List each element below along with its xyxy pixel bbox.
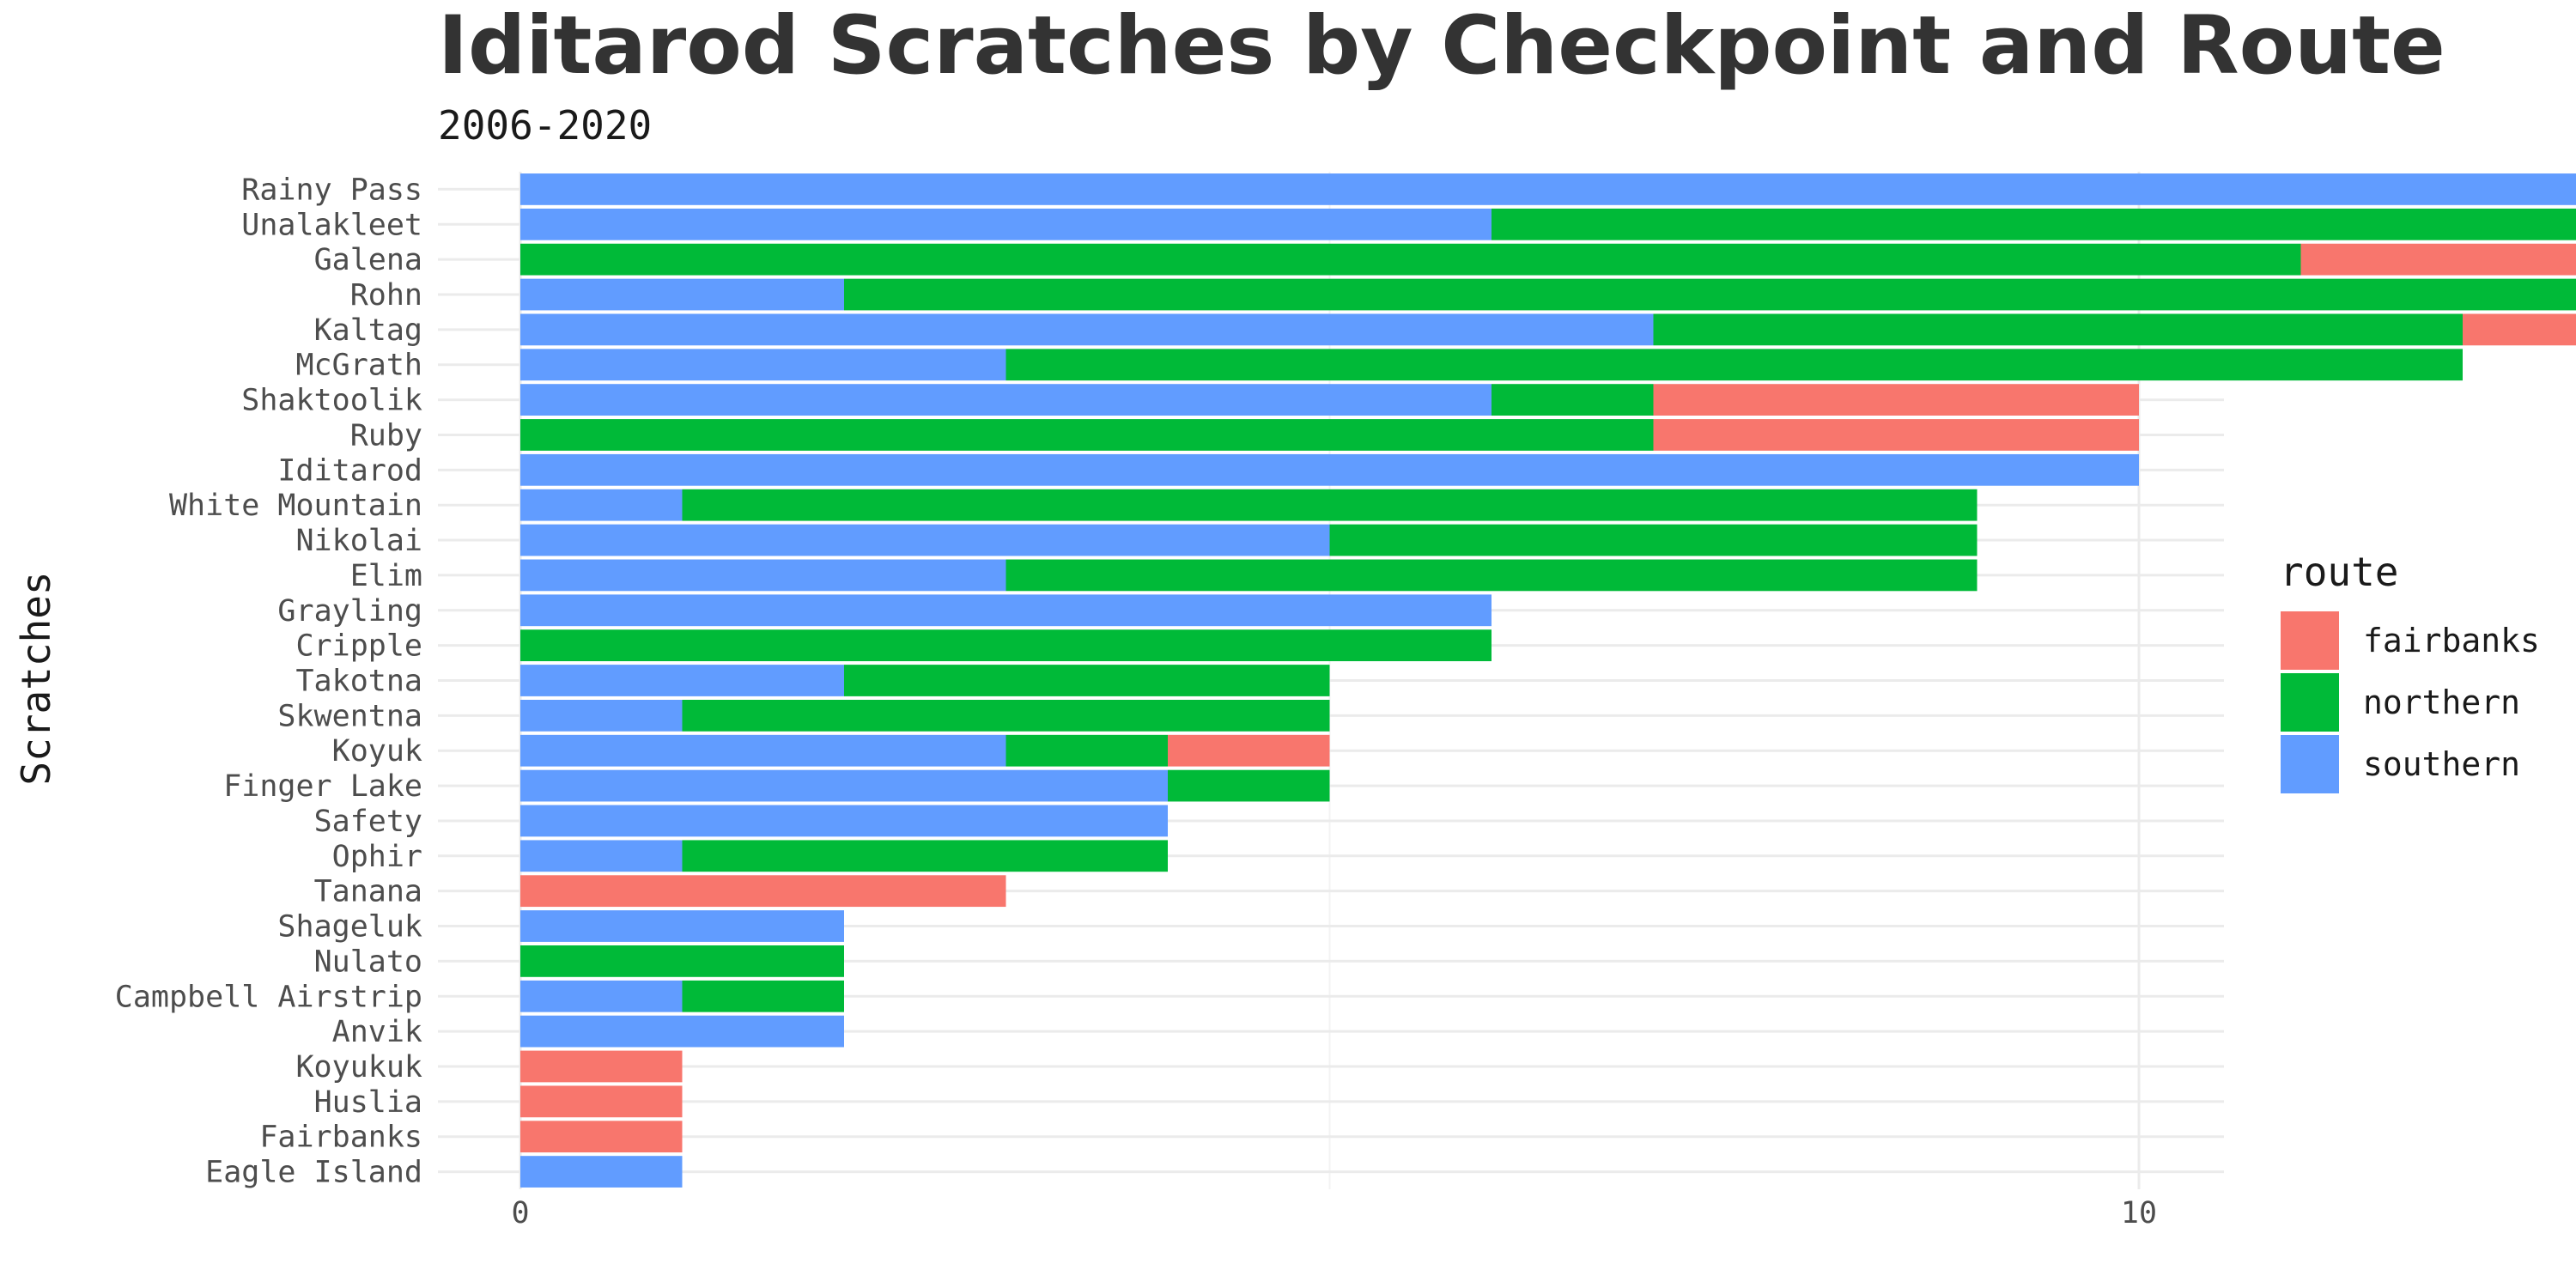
category-label: Rohn — [350, 278, 422, 313]
category-label: Takotna — [295, 665, 422, 699]
category-label: Grayling — [277, 594, 422, 629]
legend-label-fairbanks: fairbanks — [2363, 622, 2540, 659]
bar-fairbanks — [520, 1085, 683, 1118]
category-label: Rainy Pass — [241, 173, 422, 207]
y-axis-title: Scratches — [13, 571, 59, 785]
legend-key-southern — [2281, 735, 2339, 793]
category-label: Safety — [314, 805, 422, 839]
chart-subtitle: 2006-2020 — [438, 102, 652, 149]
bar-southern — [520, 699, 683, 732]
bar-southern — [520, 769, 1168, 802]
category-label: Anvik — [332, 1015, 422, 1049]
category-label: Shaktoolik — [241, 384, 422, 418]
x-tick-label: 0 — [511, 1196, 529, 1230]
category-label: Ophir — [332, 840, 422, 874]
bar-northern — [844, 278, 2576, 311]
category-label: Huslia — [314, 1085, 422, 1120]
bar-northern — [520, 945, 844, 977]
bar-southern — [520, 594, 1492, 627]
category-labels: Rainy PassUnalakleetGalenaRohnKaltagMcGr… — [115, 173, 422, 1189]
bar-fairbanks — [1168, 734, 1330, 767]
bar-southern — [520, 559, 1006, 592]
category-label: Ruby — [350, 418, 422, 453]
bar-southern — [520, 278, 844, 311]
x-tick-labels: 0102030 — [511, 1196, 2157, 1230]
legend: route fairbanks northern southern — [2280, 549, 2540, 793]
bar-northern — [682, 699, 1330, 732]
bar-fairbanks — [520, 1121, 683, 1153]
bar-fairbanks — [2463, 313, 2576, 346]
category-label: Eagle Island — [205, 1156, 422, 1190]
bars — [520, 173, 2576, 1188]
bar-southern — [520, 173, 2576, 205]
bar-northern — [1168, 769, 1330, 802]
category-label: Skwentna — [277, 699, 422, 733]
bar-northern — [1653, 313, 2463, 346]
bar-southern — [520, 524, 1330, 556]
category-label: McGrath — [295, 349, 422, 383]
bar-southern — [520, 313, 1654, 346]
bar-southern — [520, 665, 844, 696]
bar-fairbanks — [520, 875, 1006, 908]
bar-fairbanks — [1653, 419, 2139, 451]
bar-northern — [682, 489, 1978, 521]
bar-northern — [1492, 384, 1654, 416]
bar-southern — [520, 980, 683, 1012]
category-label: White Mountain — [169, 489, 422, 523]
category-label: Shageluk — [277, 910, 422, 945]
category-label: Iditarod — [277, 453, 422, 488]
category-label: Elim — [350, 559, 422, 593]
bar-southern — [520, 208, 1492, 240]
category-label: Galena — [314, 243, 422, 277]
bar-northern — [520, 419, 1654, 451]
bar-northern — [520, 243, 2301, 276]
category-label: Finger Lake — [223, 769, 422, 804]
category-label: Koyuk — [332, 734, 422, 769]
bar-southern — [520, 349, 1006, 381]
legend-key-fairbanks — [2281, 611, 2339, 670]
category-label: Nikolai — [295, 524, 422, 558]
bar-southern — [520, 453, 2139, 486]
category-label: Tanana — [314, 875, 422, 909]
category-label: Unalakleet — [241, 208, 422, 242]
bar-fairbanks — [2300, 243, 2576, 276]
bar-southern — [520, 384, 1492, 416]
bar-northern — [1005, 734, 1168, 767]
bar-northern — [682, 840, 1168, 872]
category-label: Nulato — [314, 945, 422, 979]
bar-southern — [520, 840, 683, 872]
bar-southern — [520, 1015, 844, 1048]
bar-fairbanks — [1653, 384, 2139, 416]
bar-northern — [844, 665, 1330, 696]
legend-title: route — [2280, 549, 2398, 595]
bar-fairbanks — [520, 1050, 683, 1083]
legend-key-northern — [2281, 673, 2339, 732]
chart-title: Iditarod Scratches by Checkpoint and Rou… — [438, 0, 2445, 93]
category-label: Cripple — [295, 629, 422, 664]
bar-southern — [520, 1156, 683, 1188]
bar-northern — [1005, 559, 1978, 592]
category-label: Campbell Airstrip — [115, 980, 422, 1014]
bar-northern — [1492, 208, 2576, 240]
legend-label-northern: northern — [2363, 683, 2520, 721]
bar-northern — [1005, 349, 2463, 381]
bar-southern — [520, 910, 844, 942]
category-label: Fairbanks — [259, 1121, 422, 1155]
bar-southern — [520, 489, 683, 521]
bar-southern — [520, 734, 1006, 767]
legend-label-southern: southern — [2363, 745, 2520, 783]
category-label: Koyukuk — [295, 1050, 422, 1084]
bar-northern — [1329, 524, 1978, 556]
x-tick-label: 10 — [2121, 1196, 2157, 1230]
bar-northern — [520, 629, 1492, 662]
category-label: Kaltag — [314, 313, 422, 348]
bar-northern — [682, 980, 844, 1012]
bar-southern — [520, 805, 1168, 837]
